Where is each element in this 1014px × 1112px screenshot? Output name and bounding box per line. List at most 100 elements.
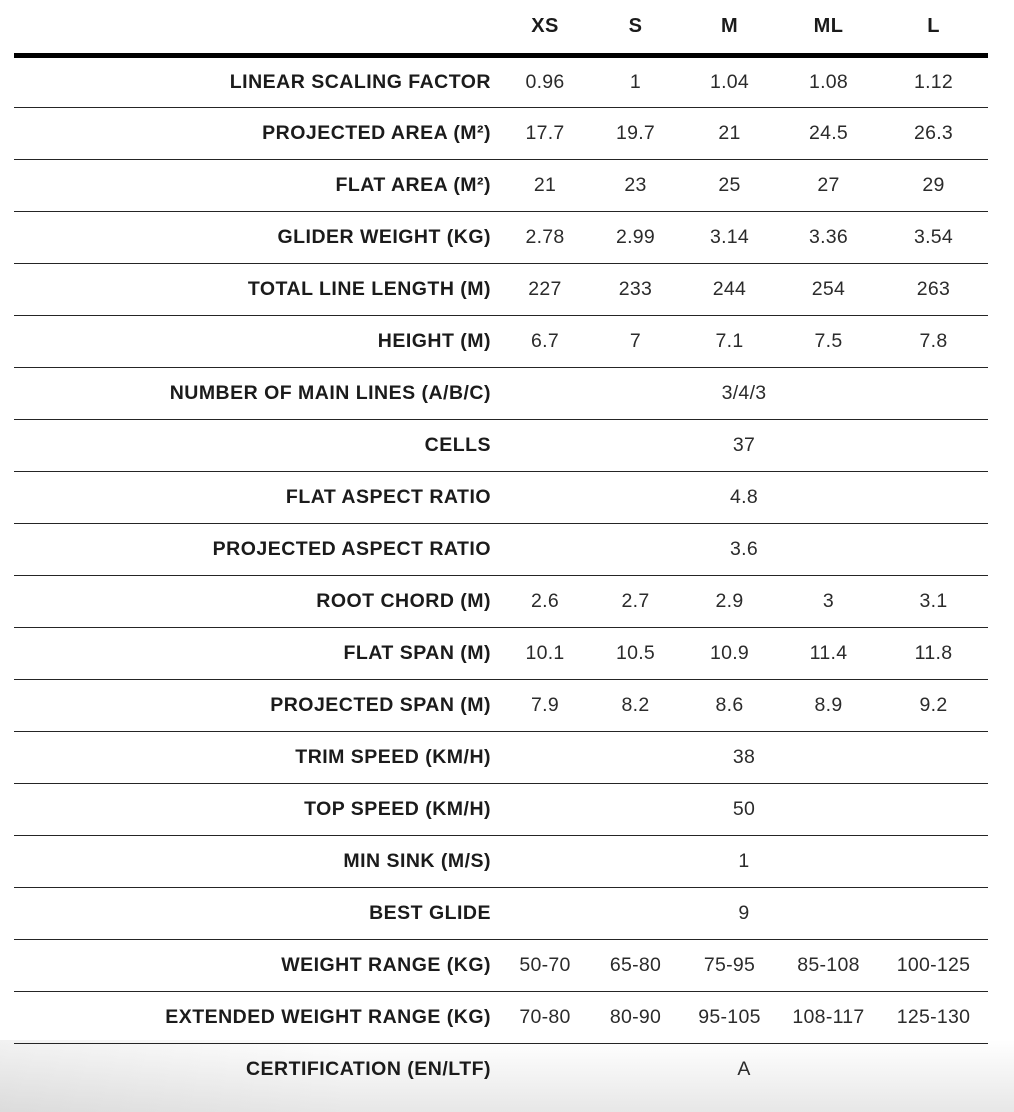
spec-value: 3 [822, 589, 835, 612]
spec-value: 21 [718, 121, 741, 144]
spec-row-trim-speed: TRIM SPEED (KM/H) 38 [14, 731, 988, 783]
spec-value: 6.7 [531, 329, 559, 352]
spec-label: CELLS [424, 433, 491, 456]
spec-value: 21 [533, 173, 557, 196]
spec-row-projected-span: PROJECTED SPAN (M) 7.9 8.2 8.6 8.9 9.2 [14, 679, 988, 731]
glider-spec-table: XS S M ML L LINEAR SCALING FACTOR 0.96 1… [14, 0, 988, 1095]
spec-value-span: 9 [738, 901, 750, 924]
spec-value: 9.2 [919, 693, 948, 716]
spec-value: 11.4 [809, 641, 848, 664]
spec-label: PROJECTED AREA (M²) [262, 121, 491, 144]
spec-value: 11.8 [914, 641, 953, 664]
spec-value: 2.7 [621, 589, 650, 612]
spec-value: 108-117 [792, 1005, 865, 1028]
spec-value: 25 [718, 173, 741, 196]
spec-row-cells: CELLS 37 [14, 419, 988, 471]
spec-label: FLAT AREA (M²) [335, 173, 491, 196]
spec-row-height: HEIGHT (M) 6.7 7 7.1 7.5 7.8 [14, 315, 988, 367]
spec-value: 244 [712, 277, 747, 300]
spec-label: EXTENDED WEIGHT RANGE (KG) [165, 1005, 491, 1028]
spec-value: 26.3 [913, 121, 954, 144]
spec-value-span: 3/4/3 [721, 381, 767, 404]
spec-label: MIN SINK (M/S) [343, 849, 491, 872]
spec-value: 3.36 [808, 225, 849, 248]
spec-label: CERTIFICATION (EN/LTF) [245, 1057, 491, 1080]
spec-label: FLAT SPAN (M) [343, 641, 491, 664]
spec-row-top-speed: TOP SPEED (KM/H) 50 [14, 783, 988, 835]
spec-value: 65-80 [609, 953, 662, 976]
spec-value: 70-80 [519, 1005, 571, 1028]
spec-value: 1.12 [913, 70, 954, 93]
spec-label: LINEAR SCALING FACTOR [229, 70, 491, 93]
spec-value-span: A [737, 1057, 751, 1080]
spec-value-span: 4.8 [730, 485, 758, 508]
spec-row-weight-range: WEIGHT RANGE (KG) 50-70 65-80 75-95 85-1… [14, 939, 988, 991]
spec-value: 24.5 [808, 121, 849, 144]
spec-value: 1.08 [808, 70, 849, 93]
spec-value: 7.8 [919, 329, 948, 352]
spec-value: 19.7 [615, 121, 656, 144]
size-header-row: XS S M ML L [14, 0, 988, 58]
spec-value: 227 [528, 277, 562, 300]
spec-value: 80-90 [609, 1005, 662, 1028]
spec-value: 254 [811, 277, 846, 300]
spec-value: 10.9 [709, 641, 750, 664]
spec-value: 100-125 [896, 953, 971, 976]
size-header-ml: ML [778, 0, 879, 58]
spec-value: 10.1 [525, 641, 565, 664]
spec-value: 23 [624, 173, 647, 196]
spec-label: HEIGHT (M) [377, 329, 491, 352]
spec-row-total-line-length: TOTAL LINE LENGTH (M) 227 233 244 254 26… [14, 263, 988, 315]
spec-value: 3.1 [919, 589, 948, 612]
spec-label: GLIDER WEIGHT (KG) [277, 225, 491, 248]
spec-value: 7.9 [531, 693, 559, 716]
spec-value: 3.54 [913, 225, 954, 248]
spec-value: 1.04 [709, 70, 750, 93]
spec-value: 2.6 [531, 589, 559, 612]
bottom-gradient [0, 1040, 1014, 1112]
spec-row-extended-weight-range: EXTENDED WEIGHT RANGE (KG) 70-80 80-90 9… [14, 991, 988, 1043]
size-header-l: L [879, 0, 988, 58]
spec-row-linear-scaling-factor: LINEAR SCALING FACTOR 0.96 1 1.04 1.08 1… [14, 55, 988, 107]
spec-value: 75-95 [703, 953, 756, 976]
spec-row-projected-aspect-ratio: PROJECTED ASPECT RATIO 3.6 [14, 523, 988, 575]
spec-value: 125-130 [896, 1005, 971, 1028]
spec-row-flat-area: FLAT AREA (M²) 21 23 25 27 29 [14, 159, 988, 211]
spec-value: 85-108 [797, 953, 860, 976]
spec-label: ROOT CHORD (M) [316, 589, 491, 612]
spec-row-min-sink: MIN SINK (M/S) 1 [14, 835, 988, 887]
spec-value: 8.6 [715, 693, 744, 716]
spec-label: NUMBER OF MAIN LINES (A/B/C) [169, 381, 491, 404]
spec-row-flat-aspect-ratio: FLAT ASPECT RATIO 4.8 [14, 471, 988, 523]
spec-label: PROJECTED ASPECT RATIO [212, 537, 491, 560]
spec-value: 10.5 [615, 641, 656, 664]
spec-value: 7.1 [715, 329, 744, 352]
spec-row-certification: CERTIFICATION (EN/LTF) A [14, 1043, 988, 1095]
size-header-m: M [681, 0, 778, 58]
spec-value: 2.9 [715, 589, 744, 612]
spec-label: PROJECTED SPAN (M) [270, 693, 491, 716]
spec-row-root-chord: ROOT CHORD (M) 2.6 2.7 2.9 3 3.1 [14, 575, 988, 627]
spec-row-glider-weight: GLIDER WEIGHT (KG) 2.78 2.99 3.14 3.36 3… [14, 211, 988, 263]
spec-label: WEIGHT RANGE (KG) [281, 953, 491, 976]
spec-value: 263 [916, 277, 951, 300]
spec-row-best-glide: BEST GLIDE 9 [14, 887, 988, 939]
spec-value: 95-105 [698, 1005, 761, 1028]
spec-row-projected-area: PROJECTED AREA (M²) 17.7 19.7 21 24.5 26… [14, 107, 988, 159]
spec-value: 0.96 [525, 70, 565, 93]
spec-label: TOP SPEED (KM/H) [304, 797, 491, 820]
spec-value: 233 [618, 277, 653, 300]
corner-cell [14, 0, 500, 58]
spec-value: 2.78 [525, 225, 565, 248]
spec-value-span: 3.6 [730, 537, 758, 560]
spec-label: TRIM SPEED (KM/H) [295, 745, 491, 768]
spec-value: 8.2 [621, 693, 650, 716]
spec-label: FLAT ASPECT RATIO [285, 485, 491, 508]
size-header-s: S [590, 0, 681, 58]
spec-row-flat-span: FLAT SPAN (M) 10.1 10.5 10.9 11.4 11.8 [14, 627, 988, 679]
spec-value-span: 1 [738, 849, 750, 872]
spec-value-span: 38 [732, 745, 756, 768]
spec-value: 17.7 [525, 121, 565, 144]
spec-label: TOTAL LINE LENGTH (M) [247, 277, 491, 300]
